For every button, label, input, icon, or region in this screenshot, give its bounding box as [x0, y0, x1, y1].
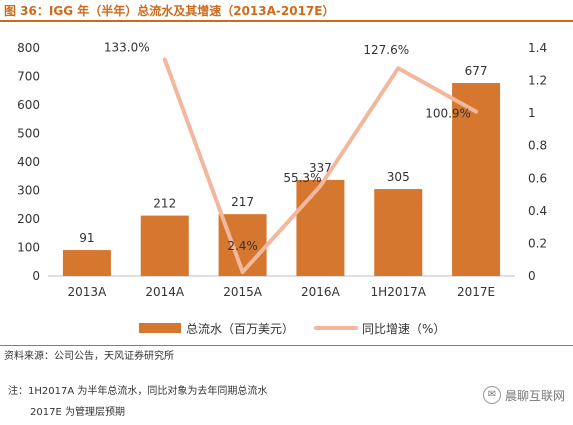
bar: [452, 83, 501, 277]
y-right-tick-label: 1.2: [528, 74, 547, 88]
bar: [296, 179, 345, 276]
legend-bar-label: 总流水（百万美元）: [186, 322, 294, 336]
x-tick-label: 1H2017A: [371, 285, 427, 299]
watermark-text: 晨聊互联网: [504, 388, 565, 403]
footnote-2: 2017E 为管理层预期: [30, 407, 125, 418]
bar-value-label: 217: [231, 195, 254, 209]
x-tick-label: 2015A: [223, 285, 263, 299]
legend-bar-swatch: [139, 323, 181, 333]
wechat-icon: ✉: [482, 386, 501, 404]
y-right-tick-label: 0.2: [528, 236, 547, 250]
growth-line: [162, 57, 479, 275]
y-left-tick-label: 600: [17, 98, 40, 112]
y-left-tick-label: 500: [17, 127, 40, 141]
footnote-1: 注：1H2017A 为半年总流水，同比对象为去年同期总流水: [8, 386, 268, 397]
y-right-tick-label: 1.4: [528, 41, 547, 55]
y-right-tick-label: 0.6: [528, 171, 547, 185]
growth-point-label: 100.9%: [425, 107, 471, 121]
x-tick-label: 2016A: [301, 285, 341, 299]
y-left-tick-label: 100: [17, 241, 40, 255]
bar-value-label: 91: [79, 231, 94, 245]
bar-value-label: 337: [309, 161, 332, 175]
y-right-tick-label: 0.8: [528, 139, 547, 153]
bar: [140, 215, 189, 276]
y-left-tick-label: 700: [17, 70, 40, 84]
bar-value-label: 212: [153, 197, 176, 211]
y-right-tick-label: 1: [528, 106, 536, 120]
growth-point-label: 127.6%: [363, 43, 409, 57]
growth-point-label: 55.3%: [283, 171, 321, 185]
source-note: 资料来源：公司公告，天风证券研究所: [0, 345, 573, 367]
combo-chart: 0 100 200 300 400 500 600 700 800 0 0.2 0.4 0.6 0.8 1 1…: [17, 40, 547, 336]
y-left-tick-label: 400: [17, 155, 40, 169]
x-tick-label: 2017E: [457, 285, 495, 299]
y-left-tick-label: 200: [17, 212, 40, 226]
x-tick-label: 2014A: [145, 285, 185, 299]
y-left-tick-label: 800: [17, 41, 40, 55]
bar: [374, 189, 423, 276]
bar: [62, 250, 111, 276]
y-right-tick-label: 0.4: [528, 204, 547, 218]
growth-point-label: 133.0%: [104, 40, 150, 54]
y-right-tick-label: 0: [528, 269, 536, 283]
y-left-tick-label: 0: [32, 269, 40, 283]
x-tick-label: 2013A: [68, 285, 108, 299]
legend-line-label: 同比增速（%）: [362, 322, 445, 336]
growth-point-label: 2.4%: [227, 239, 258, 253]
bar-value-label: 677: [465, 64, 488, 78]
chart-title: 图 36：IGG 年（半年）总流水及其增速（2013A-2017E）: [0, 0, 573, 22]
y-left-tick-label: 300: [17, 184, 40, 198]
watermark: ✉ 晨聊互联网: [482, 386, 565, 404]
bar-value-label: 305: [387, 170, 410, 184]
